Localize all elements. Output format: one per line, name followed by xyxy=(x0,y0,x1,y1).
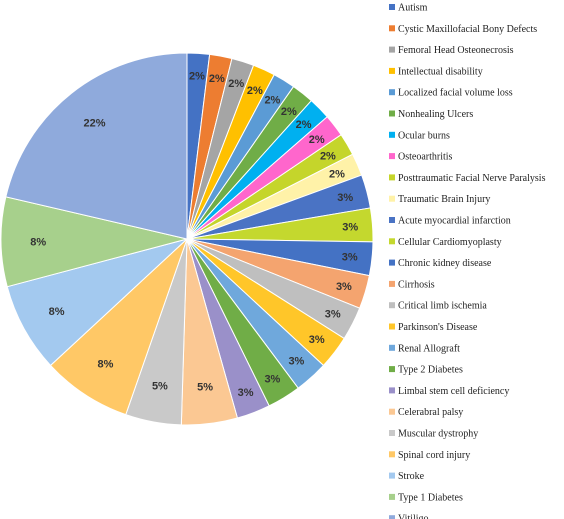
slice-label-traumatic-brain-injury: 2% xyxy=(329,169,345,181)
slice-label-intellectual-disability: 2% xyxy=(247,85,263,97)
legend-swatch-limbal-stem-cell-deficiency xyxy=(389,387,395,394)
slice-label-critical-limb-ischemia: 3% xyxy=(325,309,341,321)
legend-label-renal-allograft: Renal Allograft xyxy=(398,343,460,354)
legend-swatch-ocular-burns xyxy=(389,131,395,138)
legend-swatch-cellular-cardiomyoplasty xyxy=(389,238,395,245)
legend-swatch-posttraumatic-facial-nerve-paralysis xyxy=(389,174,395,181)
slice-label-autism: 2% xyxy=(189,71,205,83)
legend-label-nonhealing-ulcers: Nonhealing Ulcers xyxy=(398,109,473,120)
legend-label-muscular-dystrophy: Muscular dystrophy xyxy=(398,429,478,440)
legend-swatch-nonhealing-ulcers xyxy=(389,110,395,117)
legend: Autism Cystic Maxillofacial Bony Defects F… xyxy=(389,3,546,519)
legend-swatch-traumatic-brain-injury xyxy=(389,195,395,202)
legend-swatch-critical-limb-ischemia xyxy=(389,302,395,309)
legend-swatch-acute-myocardial-infarction xyxy=(389,217,395,223)
legend-swatch-intellectual-disability xyxy=(389,67,395,74)
legend-swatch-parkinson-s-disease xyxy=(389,323,395,330)
slice-label-localized-facial-volume-loss: 2% xyxy=(264,94,280,106)
legend-label-traumatic-brain-injury: Traumatic Brain Injury xyxy=(398,194,490,205)
slice-label-nonhealing-ulcers: 2% xyxy=(281,106,297,118)
slice-label-type-1-diabetes: 8% xyxy=(30,236,46,248)
legend-swatch-vitiligo xyxy=(389,515,395,519)
slice-label-renal-allograft: 3% xyxy=(288,356,304,368)
legend-swatch-spinal-cord-injury xyxy=(389,451,395,458)
slice-label-limbal-stem-cell-deficiency: 3% xyxy=(238,387,254,399)
slice-label-celerabral-palsy: 5% xyxy=(197,382,213,394)
legend-label-type-2-diabetes: Type 2 Diabetes xyxy=(398,365,463,376)
slice-label-type-2-diabetes: 3% xyxy=(264,374,280,386)
legend-label-intellectual-disability: Intellectual disability xyxy=(398,66,483,77)
slice-label-femoral-head-osteonecrosis: 2% xyxy=(228,78,244,90)
legend-swatch-type-1-diabetes xyxy=(389,493,395,500)
slice-label-stroke: 8% xyxy=(49,306,65,318)
legend-label-ocular-burns: Ocular burns xyxy=(398,130,450,141)
legend-label-critical-limb-ischemia: Critical limb ischemia xyxy=(398,301,487,312)
slice-label-cellular-cardiomyoplasty: 3% xyxy=(342,222,358,234)
legend-label-cellular-cardiomyoplasty: Cellular Cardiomyoplasty xyxy=(398,237,502,248)
legend-swatch-localized-facial-volume-loss xyxy=(389,89,395,96)
legend-swatch-cystic-maxillofacial-bony-defects xyxy=(389,25,395,32)
legend-swatch-autism xyxy=(389,4,395,10)
legend-swatch-muscular-dystrophy xyxy=(389,430,395,436)
slice-label-muscular-dystrophy: 5% xyxy=(152,380,168,392)
legend-label-spinal-cord-injury: Spinal cord injury xyxy=(398,450,470,461)
legend-label-limbal-stem-cell-deficiency: Limbal stem cell deficiency xyxy=(398,386,509,397)
slice-label-parkinson-s-disease: 3% xyxy=(309,334,325,346)
legend-label-autism: Autism xyxy=(398,3,428,14)
slice-label-spinal-cord-injury: 8% xyxy=(98,359,114,371)
slice-label-vitiligo: 22% xyxy=(83,118,105,130)
legend-swatch-renal-allograft xyxy=(389,344,395,351)
legend-label-chronic-kidney-disease: Chronic kidney disease xyxy=(398,258,492,269)
legend-swatch-type-2-diabetes xyxy=(389,366,395,373)
legend-swatch-celerabral-palsy xyxy=(389,408,395,415)
legend-swatch-femoral-head-osteonecrosis xyxy=(389,46,395,53)
slice-labels: 2% 2% 2%2%2%2%2%2%2%2%3%3%3%3%3%3%3%3%3%5%… xyxy=(30,71,358,399)
legend-label-parkinson-s-disease: Parkinson's Disease xyxy=(398,322,478,333)
legend-label-localized-facial-volume-loss: Localized facial volume loss xyxy=(398,88,513,99)
legend-label-vitiligo: Vitiligo xyxy=(398,514,429,519)
legend-label-femoral-head-osteonecrosis: Femoral Head Osteonecrosis xyxy=(398,45,514,56)
pie-slices xyxy=(0,52,374,426)
legend-swatch-chronic-kidney-disease xyxy=(389,259,395,266)
slice-label-acute-myocardial-infarction: 3% xyxy=(337,192,353,204)
slice-label-cirrhosis: 3% xyxy=(336,281,352,293)
legend-label-cystic-maxillofacial-bony-defects: Cystic Maxillofacial Bony Defects xyxy=(398,24,537,35)
legend-label-acute-myocardial-infarction: Acute myocardial infarction xyxy=(398,216,511,227)
legend-label-cirrhosis: Cirrhosis xyxy=(398,279,435,290)
slice-label-chronic-kidney-disease: 3% xyxy=(342,251,358,263)
legend-swatch-stroke xyxy=(389,472,395,479)
legend-label-type-1-diabetes: Type 1 Diabetes xyxy=(398,492,463,503)
pie-slice-vitiligo xyxy=(5,52,188,240)
legend-swatch-cirrhosis xyxy=(389,280,395,287)
legend-label-osteoarthritis: Osteoarthritis xyxy=(398,152,453,163)
slice-label-posttraumatic-facial-nerve-paralysis: 2% xyxy=(320,151,336,163)
slice-label-cystic-maxillofacial-bony-defects: 2% xyxy=(209,73,225,85)
slice-label-osteoarthritis: 2% xyxy=(309,134,325,146)
legend-label-celerabral-palsy: Celerabral palsy xyxy=(398,407,463,418)
legend-label-stroke: Stroke xyxy=(398,471,425,482)
legend-swatch-osteoarthritis xyxy=(389,153,395,160)
slice-label-ocular-burns: 2% xyxy=(296,119,312,131)
legend-label-posttraumatic-facial-nerve-paralysis: Posttraumatic Facial Nerve Paralysis xyxy=(398,173,546,184)
